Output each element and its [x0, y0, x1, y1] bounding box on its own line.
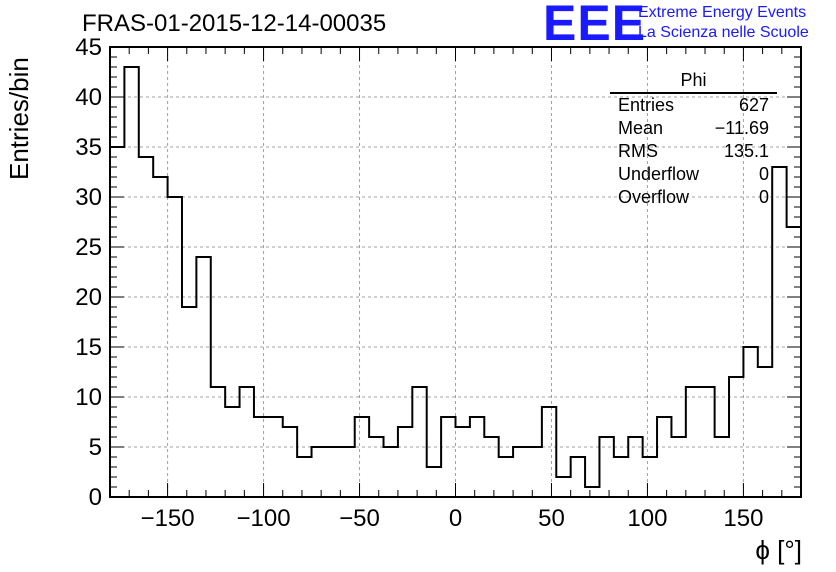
stats-row-underflow: Underflow 0: [610, 163, 777, 186]
x-tick-label: 50: [538, 505, 565, 532]
y-tick-label: 25: [75, 234, 102, 261]
y-tick-label: 15: [75, 334, 102, 361]
x-tick-label: 0: [449, 505, 462, 532]
stats-title: Phi: [610, 70, 777, 94]
stats-row-rms: RMS 135.1: [610, 140, 777, 163]
y-tick-label: 35: [75, 134, 102, 161]
stats-value: −11.69: [714, 118, 769, 138]
stats-value: 135.1: [723, 141, 769, 161]
stats-value: 0: [758, 164, 769, 184]
stats-row-overflow: Overflow 0: [610, 186, 777, 209]
chart-title: FRAS-01-2015-12-14-00035: [82, 10, 387, 37]
logo-line-2: La Scienza nelle Scuole: [638, 24, 809, 41]
stats-label: RMS: [618, 141, 658, 161]
y-axis-label: Entries/bin: [4, 57, 34, 180]
x-axis-label: ϕ [°]: [755, 535, 802, 565]
stats-label: Entries: [618, 95, 675, 115]
stats-box: Phi Entries 627 Mean −11.69 RMS 135.1 Un…: [610, 70, 777, 209]
x-tick-label: −100: [237, 505, 291, 532]
x-tick-label: −50: [339, 505, 380, 532]
stats-label: Overflow: [618, 187, 690, 207]
y-tick-label: 10: [75, 384, 102, 411]
x-tick-label: 100: [627, 505, 667, 532]
x-tick-label: −150: [141, 505, 195, 532]
stats-row-entries: Entries 627: [610, 94, 777, 117]
stats-row-mean: Mean −11.69: [610, 117, 777, 140]
y-tick-label: 30: [75, 184, 102, 211]
stats-value: 0: [758, 187, 769, 207]
logo-line-1: Extreme Energy Events: [638, 4, 807, 21]
x-tick-label: 150: [723, 505, 763, 532]
y-tick-label: 40: [75, 84, 102, 111]
stats-value: 627: [738, 95, 769, 115]
histogram-series: [110, 66, 802, 488]
y-tick-label: 45: [75, 34, 102, 61]
stats-label: Mean: [618, 118, 664, 138]
y-tick-label: 5: [89, 434, 102, 461]
eee-logo: EEE: [543, 0, 647, 51]
logo-text: Extreme Energy Events La Scienza nelle S…: [638, 3, 809, 43]
y-tick-label: 0: [89, 484, 102, 511]
y-tick-label: 20: [75, 284, 102, 311]
stats-label: Underflow: [618, 164, 700, 184]
